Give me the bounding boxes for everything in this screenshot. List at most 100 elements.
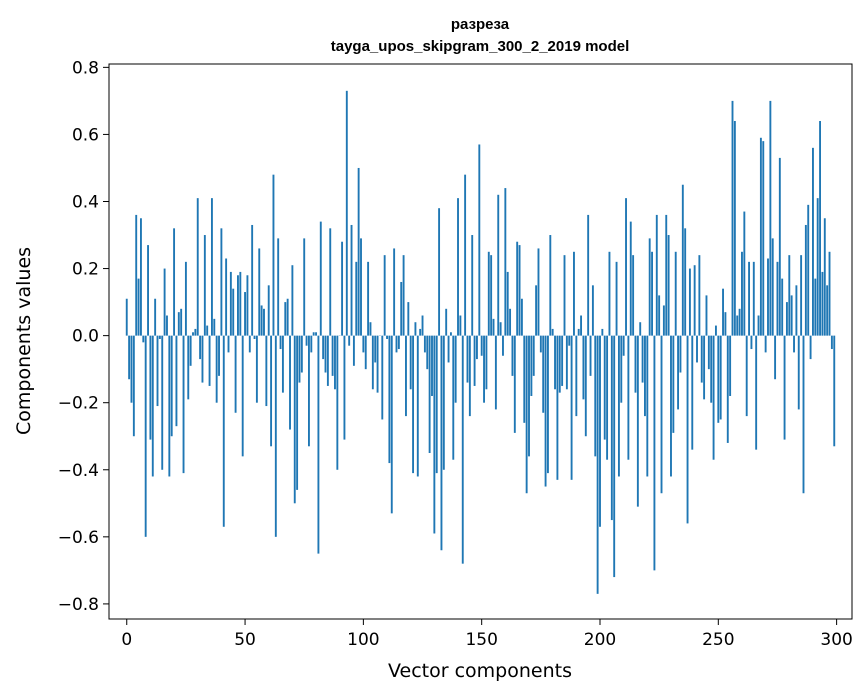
bar-component-210: [622, 335, 625, 356]
bar-component-96: [352, 335, 355, 366]
bar-component-27: [189, 335, 192, 366]
bar-component-234: [679, 335, 682, 373]
bar-component-141: [459, 315, 462, 336]
bar-component-172: [532, 335, 535, 376]
bar-component-233: [677, 335, 680, 410]
bar-component-255: [729, 335, 732, 396]
bar-component-294: [821, 271, 824, 336]
bar-component-292: [816, 198, 819, 336]
bar-component-211: [625, 198, 627, 336]
bar-component-189: [573, 251, 575, 336]
bar-component-20: [173, 228, 176, 336]
bar-component-239: [691, 335, 694, 450]
bar-component-28: [192, 332, 194, 336]
bar-component-1: [128, 335, 131, 380]
bar-component-31: [199, 335, 202, 360]
bar-component-54: [253, 335, 256, 339]
bar-component-151: [483, 335, 485, 403]
bar-component-0: [125, 298, 128, 336]
bar-component-140: [457, 198, 459, 336]
bar-component-223: [653, 335, 656, 571]
bar-component-6: [140, 218, 142, 336]
bar-component-212: [627, 335, 630, 460]
bar-component-193: [582, 335, 585, 400]
bar-component-217: [639, 322, 642, 336]
bar-component-3: [132, 335, 135, 437]
bar-component-272: [769, 100, 772, 336]
bar-component-138: [452, 335, 455, 460]
bar-component-200: [599, 335, 601, 527]
bar-component-161: [506, 271, 509, 336]
bar-component-103: [369, 322, 372, 336]
x-tick-label: 150: [465, 630, 497, 650]
bar-component-293: [819, 121, 821, 336]
bar-component-49: [241, 335, 244, 457]
bar-component-249: [714, 325, 717, 336]
bar-component-183: [558, 335, 561, 393]
bar-component-222: [651, 251, 653, 336]
bar-component-240: [693, 265, 696, 336]
bar-component-93: [345, 90, 348, 336]
bar-component-68: [286, 298, 289, 336]
bar-component-277: [781, 278, 784, 336]
bar-component-115: [397, 335, 400, 350]
bar-component-30: [196, 198, 199, 336]
bar-component-179: [549, 235, 552, 336]
bar-component-204: [608, 251, 611, 336]
bar-component-43: [227, 335, 230, 353]
bar-component-102: [367, 261, 370, 336]
bar-component-165: [516, 241, 519, 336]
bar-component-273: [771, 238, 774, 336]
bar-component-285: [800, 255, 803, 336]
bar-component-265: [752, 261, 755, 336]
bar-component-111: [388, 335, 391, 464]
bar-component-267: [757, 315, 760, 336]
bar-component-105: [374, 335, 377, 363]
bar-component-288: [807, 204, 810, 336]
bar-component-296: [826, 285, 829, 336]
bar-component-2: [130, 335, 133, 403]
bar-component-214: [632, 255, 635, 336]
bar-component-276: [778, 157, 781, 336]
bar-component-13: [156, 335, 159, 407]
bar-component-191: [577, 328, 580, 336]
bar-component-216: [636, 335, 639, 507]
bar-component-70: [291, 265, 294, 336]
bar-component-25: [184, 261, 187, 336]
bar-component-47: [237, 275, 239, 336]
bar-component-163: [511, 335, 514, 376]
bar-component-252: [722, 288, 724, 336]
bar-component-113: [393, 248, 396, 336]
bar-component-198: [594, 335, 597, 457]
bar-component-241: [696, 335, 698, 363]
bar-component-125: [421, 315, 424, 336]
bar-component-19: [170, 335, 173, 437]
bar-component-289: [809, 335, 812, 360]
bar-component-231: [672, 335, 675, 433]
bar-component-83: [322, 335, 325, 360]
bar-component-243: [700, 335, 703, 383]
bar-component-171: [530, 335, 533, 396]
bars-group: [125, 90, 836, 594]
bar-component-57: [260, 305, 263, 336]
bar-component-42: [225, 258, 228, 336]
bar-component-34: [206, 325, 209, 336]
bar-component-148: [476, 335, 478, 360]
bar-component-188: [570, 335, 573, 480]
bar-component-153: [487, 251, 490, 336]
bar-component-123: [416, 335, 419, 477]
bar-component-229: [667, 235, 670, 336]
bar-component-280: [788, 255, 791, 336]
x-tick-label: 300: [820, 630, 852, 650]
bar-component-23: [180, 308, 183, 336]
bar-component-11: [151, 335, 154, 477]
bar-component-246: [707, 335, 710, 370]
x-axis-ticks: 0 50 100 150 200 250 300: [121, 619, 853, 650]
bar-component-82: [319, 221, 322, 336]
bar-component-156: [494, 335, 497, 410]
bar-component-117: [402, 255, 405, 336]
bar-component-99: [360, 238, 362, 336]
bar-component-137: [449, 332, 452, 336]
y-tick-label: 0.2: [72, 260, 99, 280]
bar-component-258: [736, 315, 739, 336]
